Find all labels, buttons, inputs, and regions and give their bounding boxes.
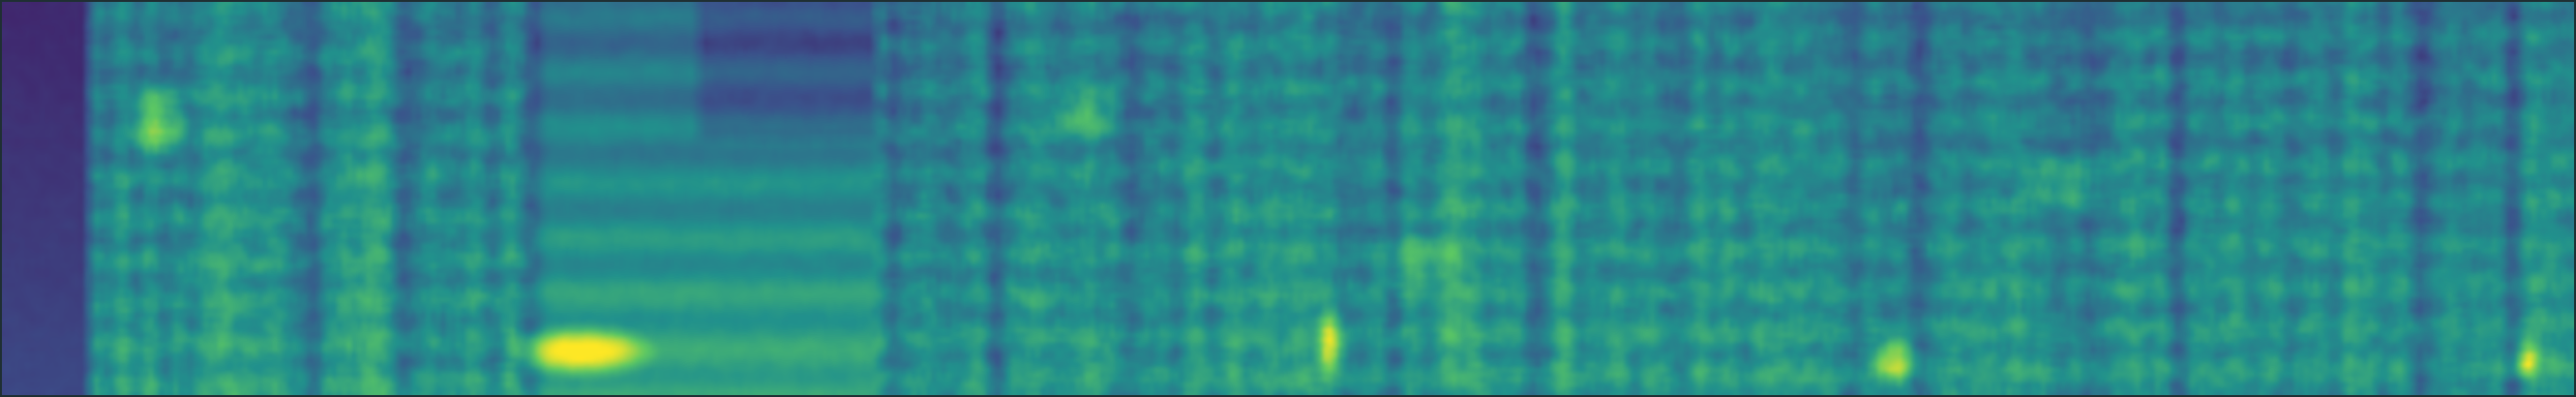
spectrogram-image <box>0 0 2576 397</box>
